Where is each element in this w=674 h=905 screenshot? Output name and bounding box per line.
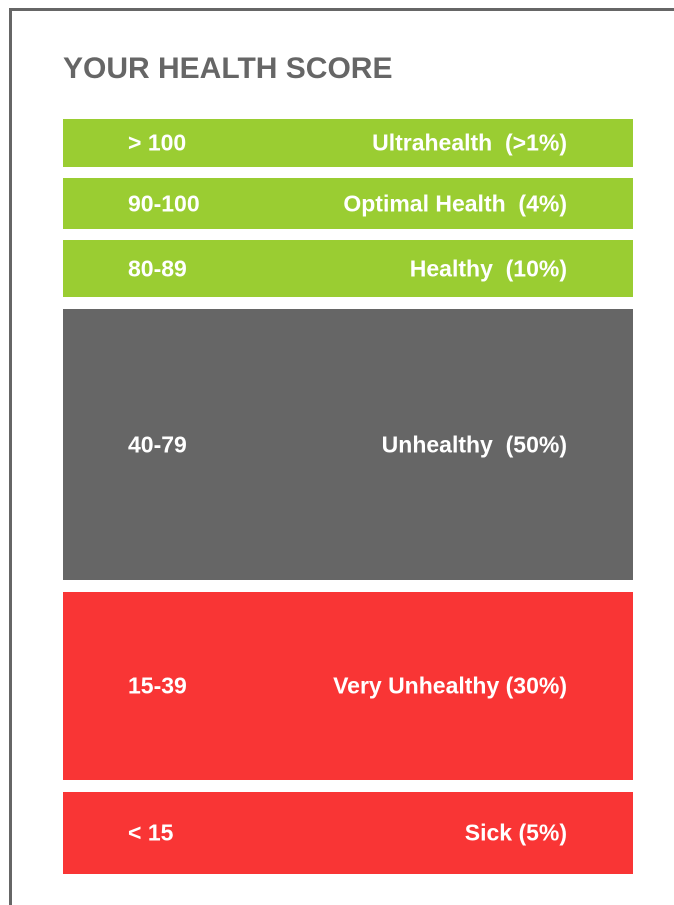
range: 90-100 [128,190,200,216]
title: YOUR HEALTH SCORE [63,52,393,85]
score-row: 40-79 Unhealthy (50%) [63,309,633,580]
range: > 100 [128,129,187,156]
range: 80-89 [128,255,187,281]
frame [9,8,674,905]
score-row: 80-89 Healthy (10%) [63,240,633,297]
label: Optimal Health (4%) [343,190,567,216]
label: Unhealthy (50%) [381,431,567,457]
range: 40-79 [128,431,187,457]
range: < 15 [128,819,174,846]
range: 15-39 [128,672,187,699]
label: Very Unhealthy (30%) [333,672,567,699]
score-row: > 100 Ultrahealth (>1%) [63,119,633,167]
label: Healthy (10%) [409,255,567,281]
score-row: 15-39 Very Unhealthy (30%) [63,592,633,780]
label: Sick (5%) [464,819,567,846]
score-row: 90-100 Optimal Health (4%) [63,178,633,229]
score-row: < 15 Sick (5%) [63,792,633,874]
label: Ultrahealth (>1%) [372,129,567,156]
